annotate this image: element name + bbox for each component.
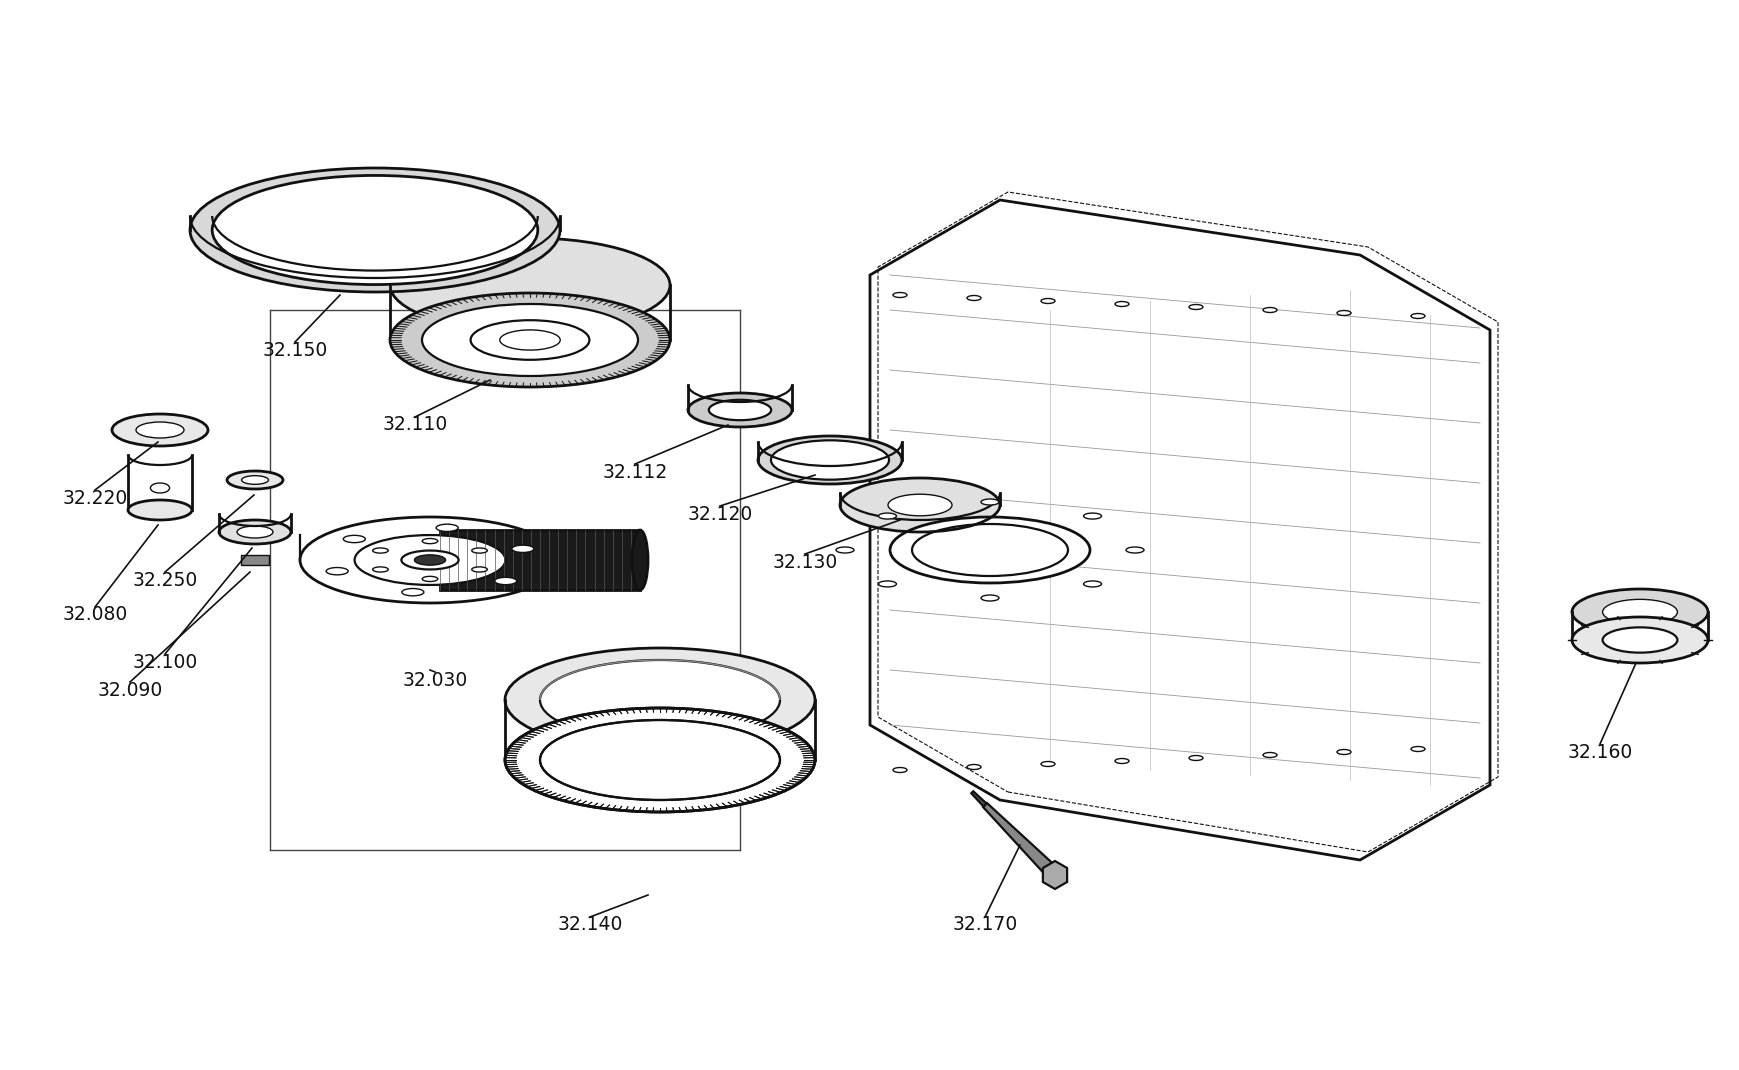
Ellipse shape (1336, 749, 1349, 754)
Ellipse shape (343, 535, 365, 542)
Ellipse shape (390, 293, 670, 387)
Ellipse shape (835, 547, 854, 553)
Ellipse shape (1083, 581, 1101, 587)
Ellipse shape (423, 304, 638, 376)
Ellipse shape (1263, 752, 1276, 758)
Ellipse shape (372, 567, 388, 572)
Ellipse shape (708, 400, 770, 421)
Polygon shape (440, 530, 640, 590)
Ellipse shape (631, 530, 647, 590)
Ellipse shape (1115, 759, 1129, 764)
Ellipse shape (967, 295, 981, 301)
Text: 32.160: 32.160 (1567, 743, 1631, 762)
Ellipse shape (237, 526, 273, 538)
Ellipse shape (1602, 627, 1676, 653)
Ellipse shape (539, 660, 779, 740)
Ellipse shape (190, 168, 560, 292)
Ellipse shape (402, 588, 424, 596)
Ellipse shape (1040, 762, 1054, 766)
Ellipse shape (1188, 305, 1202, 309)
Ellipse shape (1410, 747, 1424, 751)
Ellipse shape (1040, 299, 1054, 304)
Ellipse shape (219, 520, 290, 544)
Ellipse shape (889, 517, 1089, 583)
Ellipse shape (1083, 513, 1101, 519)
Ellipse shape (212, 175, 537, 285)
Ellipse shape (402, 551, 459, 569)
Ellipse shape (892, 292, 906, 297)
Ellipse shape (1602, 599, 1676, 625)
Text: 32.220: 32.220 (63, 489, 127, 507)
Ellipse shape (878, 581, 896, 587)
Text: 32.170: 32.170 (951, 916, 1017, 934)
Ellipse shape (423, 538, 438, 544)
Ellipse shape (129, 500, 191, 520)
Ellipse shape (111, 414, 209, 446)
Ellipse shape (423, 577, 438, 581)
Ellipse shape (499, 330, 560, 350)
Ellipse shape (325, 567, 348, 575)
Ellipse shape (299, 517, 560, 603)
Ellipse shape (1410, 314, 1424, 319)
Ellipse shape (150, 483, 169, 493)
Ellipse shape (887, 494, 951, 516)
Text: 32.150: 32.150 (263, 340, 327, 360)
Ellipse shape (892, 767, 906, 773)
Ellipse shape (471, 548, 487, 553)
Ellipse shape (1115, 302, 1129, 306)
Ellipse shape (471, 567, 487, 572)
Ellipse shape (758, 435, 901, 484)
Text: 32.112: 32.112 (602, 462, 668, 482)
Text: 32.120: 32.120 (687, 504, 753, 523)
Ellipse shape (1188, 755, 1202, 761)
Ellipse shape (878, 513, 896, 519)
Ellipse shape (494, 578, 516, 584)
Ellipse shape (1570, 617, 1708, 663)
Ellipse shape (911, 524, 1068, 576)
Ellipse shape (414, 555, 445, 565)
Ellipse shape (504, 708, 814, 812)
Text: 32.110: 32.110 (383, 415, 447, 434)
Polygon shape (242, 555, 270, 565)
Ellipse shape (770, 441, 889, 479)
Ellipse shape (1336, 310, 1349, 316)
Ellipse shape (470, 320, 590, 360)
Polygon shape (1042, 861, 1066, 889)
Ellipse shape (136, 422, 184, 438)
Ellipse shape (840, 478, 1000, 532)
Ellipse shape (1125, 547, 1143, 553)
Ellipse shape (355, 535, 504, 585)
Text: 32.080: 32.080 (63, 606, 127, 625)
Ellipse shape (504, 708, 814, 812)
Polygon shape (870, 200, 1489, 860)
Polygon shape (983, 802, 1059, 880)
Ellipse shape (511, 546, 534, 552)
Text: 32.100: 32.100 (132, 653, 198, 672)
Text: 32.250: 32.250 (132, 570, 198, 590)
Text: 32.140: 32.140 (556, 916, 623, 934)
Ellipse shape (1570, 588, 1708, 635)
Ellipse shape (226, 471, 283, 489)
Text: 32.090: 32.090 (97, 681, 162, 700)
Ellipse shape (687, 393, 791, 427)
Ellipse shape (981, 595, 998, 601)
Ellipse shape (539, 720, 779, 800)
Polygon shape (970, 792, 986, 807)
Ellipse shape (390, 238, 670, 332)
Ellipse shape (967, 764, 981, 769)
Ellipse shape (436, 524, 457, 532)
Ellipse shape (372, 548, 388, 553)
Ellipse shape (539, 720, 779, 800)
Ellipse shape (981, 499, 998, 505)
Text: 32.030: 32.030 (402, 671, 468, 689)
Ellipse shape (1263, 307, 1276, 312)
Text: 32.130: 32.130 (772, 552, 836, 571)
Ellipse shape (504, 648, 814, 752)
Ellipse shape (242, 476, 268, 485)
